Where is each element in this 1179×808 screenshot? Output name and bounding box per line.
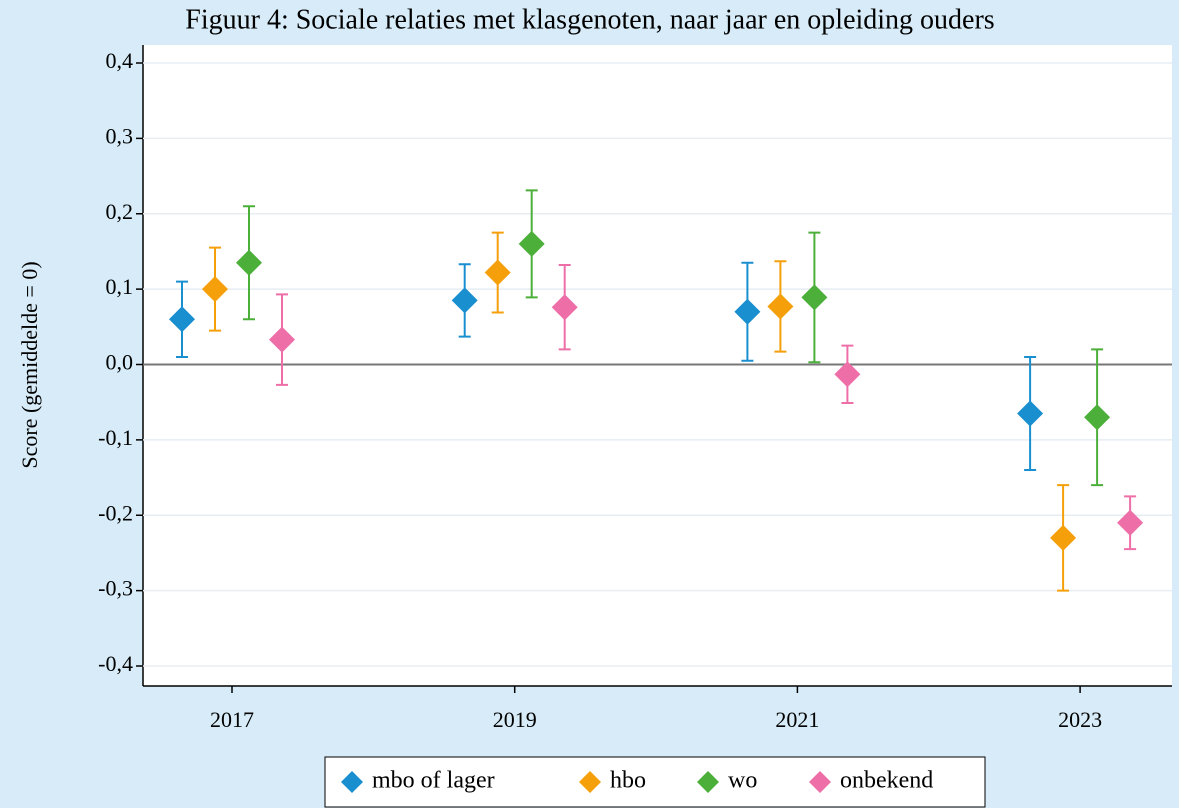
- marker: [518, 230, 545, 257]
- y-tick-label: -0,3: [98, 576, 133, 601]
- marker: [551, 294, 578, 321]
- y-tick-label: -0,4: [98, 651, 133, 676]
- legend: [324, 756, 986, 808]
- y-tick-label: 0,3: [106, 123, 134, 148]
- marker: [834, 361, 861, 388]
- y-tick-label: 0,4: [106, 48, 134, 73]
- legend-swatch: [579, 771, 601, 793]
- x-tick-label: 2019: [493, 707, 537, 732]
- marker: [1117, 509, 1144, 536]
- legend-label: hbo: [610, 768, 646, 794]
- y-tick-label: -0,2: [98, 500, 133, 525]
- marker: [734, 298, 761, 325]
- legend-swatch: [809, 771, 831, 793]
- y-tick-label: 0,2: [106, 199, 134, 224]
- legend-swatch: [697, 771, 719, 793]
- marker: [236, 249, 262, 276]
- marker: [451, 287, 478, 314]
- chart-title: Figuur 4: Sociale relaties met klasgenot…: [185, 4, 994, 35]
- marker: [1017, 400, 1044, 427]
- marker: [1050, 524, 1077, 551]
- marker: [1084, 404, 1111, 431]
- x-tick-label: 2021: [775, 707, 819, 732]
- marker: [169, 306, 195, 333]
- legend-swatch: [341, 771, 363, 793]
- marker: [484, 259, 511, 286]
- legend-label: onbekend: [840, 768, 933, 794]
- marker: [202, 276, 228, 303]
- y-tick-label: 0,1: [106, 274, 134, 299]
- y-tick-label: -0,1: [98, 425, 133, 450]
- legend-label: mbo of lager: [372, 768, 495, 794]
- legend-label: wo: [728, 768, 757, 794]
- x-tick-label: 2017: [210, 707, 254, 732]
- y-tick-label: 0,0: [106, 350, 134, 375]
- marker: [269, 326, 295, 353]
- marker: [801, 284, 828, 311]
- marker: [767, 293, 794, 320]
- x-tick-label: 2023: [1058, 707, 1102, 732]
- y-axis-label: Score (gemiddelde = 0): [17, 261, 42, 468]
